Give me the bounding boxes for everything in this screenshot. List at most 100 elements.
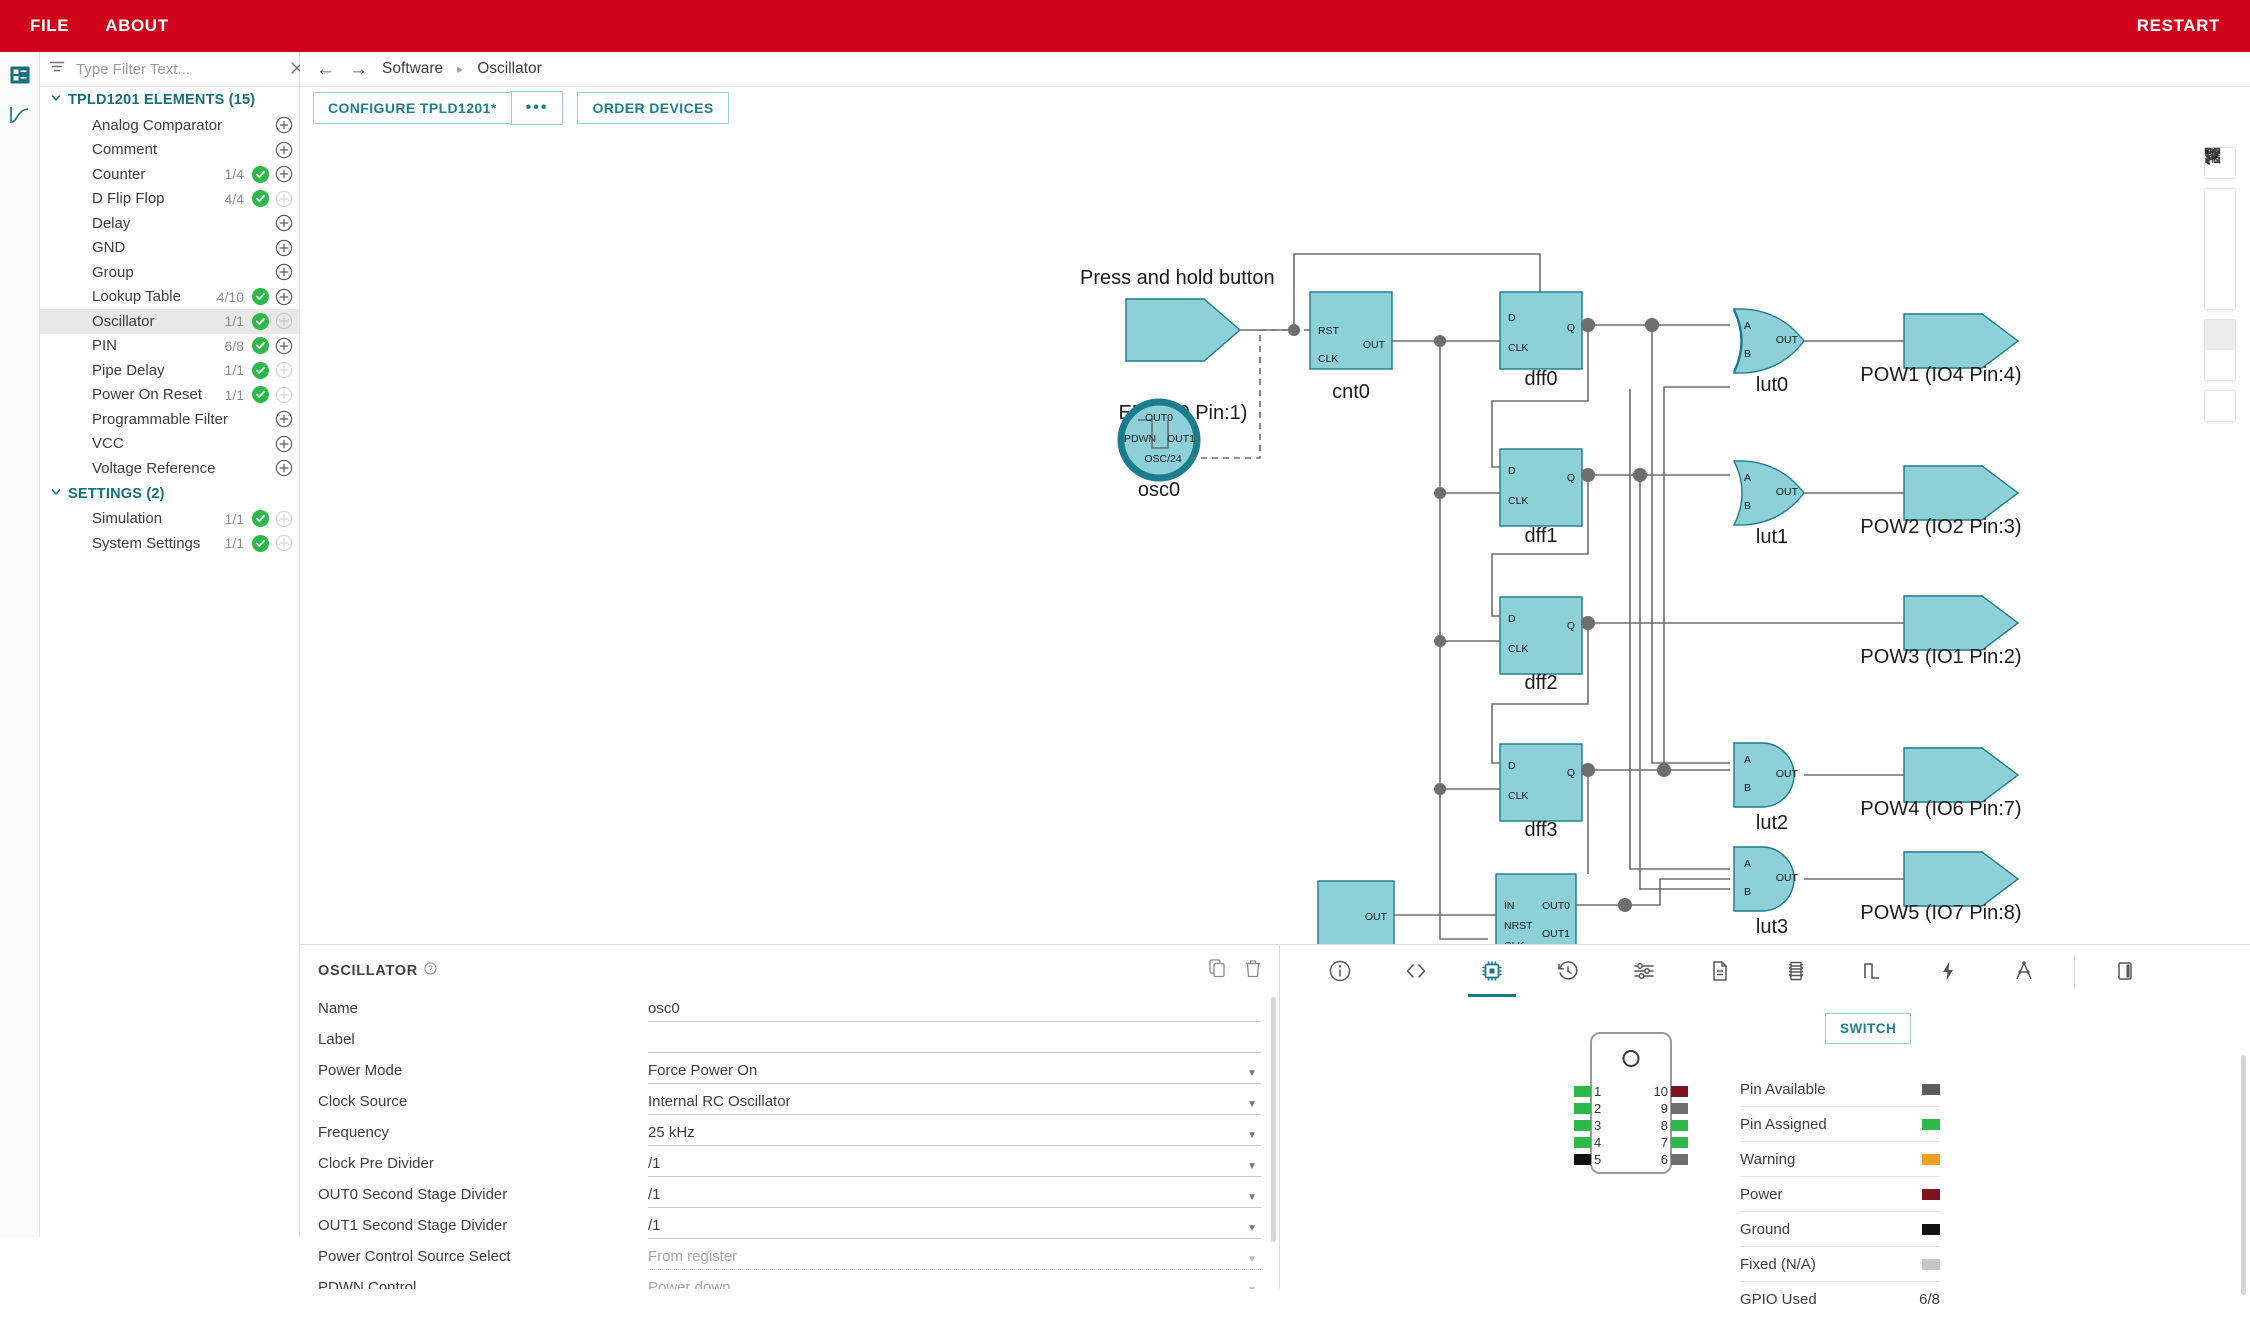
sidebar-item-oscillator[interactable]: Oscillator 1/1 <box>40 309 299 334</box>
zoom-out-icon[interactable] <box>2205 154 2235 249</box>
chip-pin[interactable]: 3 <box>1574 1118 1612 1133</box>
add-element-icon[interactable] <box>275 459 293 477</box>
sidebar-item-delay[interactable]: Delay <box>40 211 299 236</box>
add-element-icon[interactable] <box>275 165 293 183</box>
add-element-icon[interactable] <box>275 337 293 355</box>
breadcrumb-item-oscillator[interactable]: Oscillator <box>477 60 542 77</box>
schematic-canvas[interactable]: ? .blk { fill:#8ed0d8; stroke:#1b7c8c; s… <box>300 129 2250 945</box>
add-element-icon[interactable] <box>275 263 293 281</box>
sidebar-item-pipe-delay[interactable]: Pipe Delay 1/1 <box>40 358 299 383</box>
chevron-down-icon[interactable]: ▼ <box>1247 1254 1257 1265</box>
sidebar-item-simulation[interactable]: Simulation 1/1 <box>40 507 299 532</box>
tab-settings[interactable] <box>1606 945 1682 997</box>
route-wires-icon[interactable] <box>2205 150 2235 350</box>
forward-arrow-icon[interactable]: → <box>349 58 368 80</box>
menu-about[interactable]: ABOUT <box>105 16 169 35</box>
switch-button[interactable]: SWITCH <box>1825 1013 1912 1044</box>
chip-pin[interactable]: 7 <box>1650 1135 1688 1150</box>
restart-button[interactable]: RESTART <box>2136 16 2220 35</box>
configure-device-button[interactable]: CONFIGURE TPLD1201* <box>313 92 511 124</box>
add-element-icon[interactable] <box>275 141 293 159</box>
sidebar-item-comment[interactable]: Comment <box>40 138 299 163</box>
fit-to-screen-icon[interactable] <box>2205 148 2235 279</box>
sidebar-item-system-settings[interactable]: System Settings 1/1 <box>40 531 299 556</box>
tool-group-wire <box>2204 149 2236 381</box>
property-field-power-mode[interactable]: Force Power On ▼ <box>648 1062 1261 1084</box>
help-icon[interactable]: ? <box>2205 147 2235 421</box>
waveform-panel-icon[interactable] <box>7 102 33 128</box>
property-field-label[interactable] <box>648 1031 1261 1053</box>
sidebar-item-pin[interactable]: PIN 6/8 <box>40 334 299 359</box>
chip-pin[interactable]: 4 <box>1574 1135 1612 1150</box>
search-input[interactable] <box>74 59 277 79</box>
trash-icon[interactable] <box>1245 959 1261 983</box>
back-arrow-icon[interactable]: ← <box>316 58 335 80</box>
sidebar-item-d-flip-flop[interactable]: D Flip Flop 4/4 <box>40 187 299 212</box>
chevron-down-icon[interactable]: ▼ <box>1247 1223 1257 1234</box>
copy-icon[interactable] <box>1209 959 1227 983</box>
menu-file[interactable]: FILE <box>30 16 70 35</box>
chip-pin[interactable]: 2 <box>1574 1101 1612 1116</box>
property-field-clock-pre-divider[interactable]: /1 ▼ <box>648 1155 1261 1177</box>
tab-document[interactable] <box>1682 945 1758 997</box>
sidebar-item-vcc[interactable]: VCC <box>40 432 299 457</box>
properties-scrollbar[interactable] <box>1271 997 1276 1242</box>
property-field-out1-second-stage-divider[interactable]: /1 ▼ <box>648 1217 1261 1239</box>
add-element-icon[interactable] <box>275 116 293 134</box>
probe-icon[interactable] <box>2205 149 2235 380</box>
sidebar-item-analog-comparator[interactable]: Analog Comparator <box>40 113 299 138</box>
tab-registers[interactable] <box>1758 945 1834 997</box>
chevron-down-icon[interactable]: ▼ <box>1247 1161 1257 1172</box>
add-element-icon[interactable] <box>275 214 293 232</box>
sidebar-item-voltage-reference[interactable]: Voltage Reference <box>40 456 299 481</box>
breadcrumb-item-software[interactable]: Software <box>382 60 444 77</box>
more-options-button[interactable]: ••• <box>510 91 564 125</box>
chip-package[interactable]: 1 2 3 4 5 10 9 8 7 6 <box>1574 1032 1688 1174</box>
chevron-down-icon[interactable]: ▼ <box>1247 1099 1257 1110</box>
svg-text:B: B <box>1744 348 1751 360</box>
tab-power[interactable] <box>1910 945 1986 997</box>
property-field-pdwn-control[interactable]: Power down ▼ <box>648 1279 1261 1289</box>
sidebar-item-group[interactable]: Group <box>40 260 299 285</box>
chip-pin[interactable]: 6 <box>1650 1152 1688 1167</box>
chevron-down-icon[interactable]: ▼ <box>1247 1285 1257 1289</box>
sidebar-item-lookup-table[interactable]: Lookup Table 4/10 <box>40 285 299 310</box>
chip-pin[interactable]: 9 <box>1650 1101 1688 1116</box>
add-element-icon[interactable] <box>275 288 293 306</box>
tab-history[interactable] <box>1530 945 1606 997</box>
add-element-icon[interactable] <box>275 239 293 257</box>
node-lut0: A B OUT lut0 <box>1732 308 1805 396</box>
chevron-down-icon[interactable]: ▼ <box>1247 1192 1257 1203</box>
chip-pin[interactable]: 1 <box>1574 1084 1612 1099</box>
property-field-name[interactable]: osc0 <box>648 1000 1261 1022</box>
device-panel-scrollbar[interactable] <box>2241 1055 2246 1295</box>
tab-code[interactable] <box>1378 945 1454 997</box>
tab-panel-toggle[interactable] <box>2087 945 2163 997</box>
tree-group-header[interactable]: TPLD1201 ELEMENTS (15) <box>40 87 299 113</box>
tab-chip[interactable] <box>1454 945 1530 997</box>
tab-waveform[interactable] <box>1834 945 1910 997</box>
property-field-out0-second-stage-divider[interactable]: /1 ▼ <box>648 1186 1261 1208</box>
property-field-clock-source[interactable]: Internal RC Oscillator ▼ <box>648 1093 1261 1115</box>
tab-info[interactable] <box>1302 945 1378 997</box>
chip-pin[interactable]: 5 <box>1574 1152 1612 1167</box>
chip-pin[interactable]: 10 <box>1650 1084 1688 1099</box>
add-element-icon[interactable] <box>275 410 293 428</box>
elements-panel-icon[interactable] <box>7 62 33 88</box>
order-devices-button[interactable]: ORDER DEVICES <box>577 92 729 124</box>
tree-group-header[interactable]: SETTINGS (2) <box>40 481 299 507</box>
info-icon[interactable]: ? <box>424 962 437 980</box>
sidebar-item-gnd[interactable]: GND <box>40 236 299 261</box>
auto-layout-icon[interactable] <box>2204 147 2235 309</box>
sidebar-item-programmable-filter[interactable]: Programmable Filter <box>40 407 299 432</box>
chip-pin[interactable]: 8 <box>1650 1118 1688 1133</box>
tab-network[interactable] <box>1986 945 2062 997</box>
zoom-in-icon[interactable] <box>2205 148 2235 219</box>
property-field-frequency[interactable]: 25 kHz ▼ <box>648 1124 1261 1146</box>
chevron-down-icon[interactable]: ▼ <box>1247 1130 1257 1141</box>
property-field-power-control-source-select[interactable]: From register ▼ <box>648 1248 1261 1270</box>
sidebar-item-power-on-reset[interactable]: Power On Reset 1/1 <box>40 383 299 408</box>
sidebar-item-counter[interactable]: Counter 1/4 <box>40 162 299 187</box>
add-element-icon[interactable] <box>275 435 293 453</box>
chevron-down-icon[interactable]: ▼ <box>1247 1068 1257 1079</box>
